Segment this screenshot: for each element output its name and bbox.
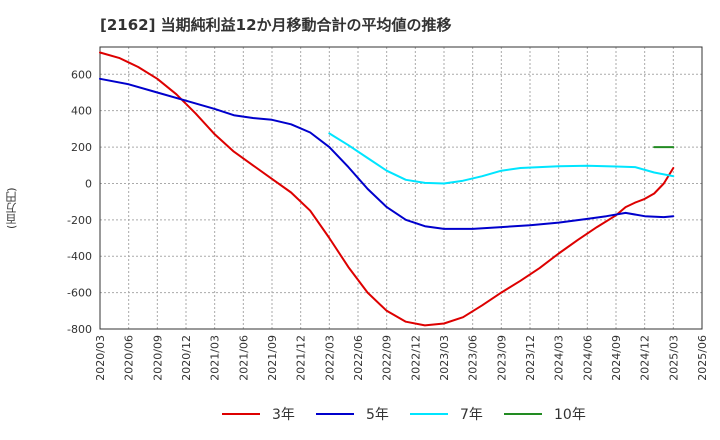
series-line-2 bbox=[99, 77, 675, 230]
x-tick-label: 2025/03 bbox=[667, 335, 680, 381]
legend-label-7y: 7年 bbox=[460, 407, 483, 423]
legend: 3年 5年 7年 10年 bbox=[0, 402, 720, 426]
y-tick-label: 600 bbox=[71, 68, 92, 81]
legend-swatch-7y bbox=[410, 413, 448, 415]
legend-label-10y: 10年 bbox=[554, 407, 586, 423]
grid-lines bbox=[99, 47, 703, 330]
x-tick-label: 2022/03 bbox=[323, 335, 336, 381]
legend-item-10y: 10年 bbox=[504, 402, 586, 426]
x-tick-label: 2024/09 bbox=[610, 335, 623, 381]
x-tick-label: 2021/06 bbox=[237, 335, 250, 381]
y-tick-labels: 600 400 200 0 -200 -400 -600 -800 bbox=[67, 68, 92, 336]
x-tick-labels: 2020/03 2020/06 2020/09 2020/12 2021/03 2021/… bbox=[94, 335, 709, 381]
plot-border bbox=[99, 46, 703, 330]
x-tick-label: 2023/12 bbox=[524, 335, 537, 381]
x-tick-label: 2022/12 bbox=[409, 335, 422, 381]
x-tick-label: 2020/06 bbox=[123, 335, 136, 381]
legend-item-7y: 7年 bbox=[410, 402, 483, 426]
y-tick-label: -200 bbox=[67, 214, 92, 227]
y-tick-label: 400 bbox=[71, 105, 92, 118]
series-lines bbox=[99, 51, 675, 327]
y-tick-label: -400 bbox=[67, 250, 92, 263]
legend-label-3y: 3年 bbox=[272, 407, 295, 423]
legend-label-5y: 5年 bbox=[366, 407, 389, 423]
x-tick-label: 2021/03 bbox=[209, 335, 222, 381]
x-tick-label: 2024/12 bbox=[639, 335, 652, 381]
y-tick-label: -800 bbox=[67, 323, 92, 336]
x-tick-label: 2025/06 bbox=[696, 335, 709, 381]
x-tick-label: 2021/12 bbox=[295, 335, 308, 381]
series-line-3 bbox=[328, 132, 675, 185]
legend-swatch-5y bbox=[316, 413, 354, 415]
x-tick-label: 2020/03 bbox=[94, 335, 107, 381]
legend-swatch-3y bbox=[222, 413, 260, 415]
y-tick-label: 0 bbox=[85, 177, 92, 190]
x-tick-label: 2023/09 bbox=[495, 335, 508, 381]
plot-frame bbox=[99, 46, 703, 330]
x-tick-label: 2020/09 bbox=[151, 335, 164, 381]
x-tick-label: 2022/06 bbox=[352, 335, 365, 381]
chart-title: [2162] 当期純利益12か月移動合計の平均値の推移 bbox=[100, 16, 452, 34]
x-tick-label: 2024/03 bbox=[553, 335, 566, 381]
series-line-1 bbox=[99, 51, 675, 327]
y-tick-label: -600 bbox=[67, 287, 92, 300]
x-tick-label: 2020/12 bbox=[180, 335, 193, 381]
legend-swatch-10y bbox=[504, 413, 542, 415]
legend-item-3y: 3年 bbox=[222, 402, 295, 426]
x-tick-label: 2022/09 bbox=[381, 335, 394, 381]
x-tick-label: 2021/09 bbox=[266, 335, 279, 381]
x-tick-label: 2023/03 bbox=[438, 335, 451, 381]
y-tick-label: 200 bbox=[71, 141, 92, 154]
x-tick-label: 2024/06 bbox=[581, 335, 594, 381]
legend-item-5y: 5年 bbox=[316, 402, 389, 426]
x-tick-label: 2023/06 bbox=[467, 335, 480, 381]
